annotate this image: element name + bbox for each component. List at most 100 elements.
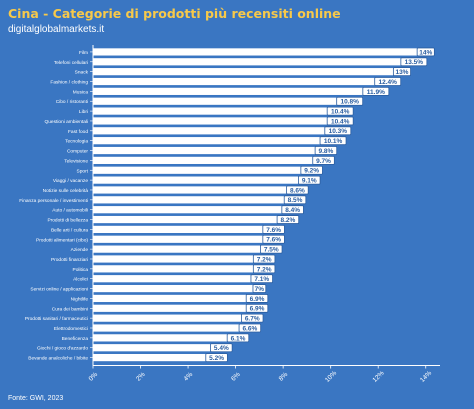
data-label-box (262, 234, 285, 244)
bar-17 (93, 215, 288, 224)
bar-0 (93, 48, 426, 56)
category-label: Fashion / clothing (50, 80, 88, 86)
bar-6 (93, 107, 341, 115)
bar-21 (93, 255, 265, 263)
data-label: 6.9% (250, 306, 265, 313)
x-tick-label: 6% (230, 371, 242, 383)
category-label: Giochi / gioco d'azzardo (37, 346, 88, 352)
category-label: Tecnologia (65, 139, 88, 145)
category-label: Aziende (71, 247, 89, 253)
data-label-box (210, 343, 233, 353)
data-label: 7.2% (257, 266, 272, 273)
source-note: Fonte: GWI, 2023 (8, 395, 64, 402)
bar-31 (93, 353, 217, 362)
data-label: 7.2% (257, 256, 272, 263)
category-label: Politica (73, 267, 89, 273)
bar-18 (93, 225, 274, 234)
x-tick-label: 0% (88, 371, 100, 383)
bar-10 (93, 146, 326, 155)
category-label: Libri (79, 109, 88, 115)
data-label-box (326, 106, 354, 116)
x-tick-label: 4% (183, 371, 195, 383)
bar-30 (93, 344, 222, 352)
bar-13 (93, 176, 310, 184)
data-label-box (252, 254, 276, 264)
bar-2 (93, 68, 402, 76)
data-label-box (252, 284, 267, 293)
category-label: Prodotti sanitari / farmaceutici (25, 316, 88, 322)
data-label-box (324, 126, 352, 136)
bar-3 (93, 77, 388, 86)
data-label-box (226, 333, 250, 343)
category-label: Sport (77, 168, 89, 174)
data-label-box (276, 215, 300, 224)
data-label: 7.5% (264, 247, 279, 254)
x-tick-label: 2% (135, 371, 147, 383)
bar-9 (93, 137, 334, 145)
data-label-box (283, 195, 307, 205)
x-tick-label: 12% (371, 370, 385, 384)
data-label-box (205, 353, 228, 362)
bar-5 (93, 97, 350, 105)
category-label: Beneficenza (62, 336, 89, 342)
data-label: 5.4% (214, 345, 229, 352)
category-label: Nightlife (71, 296, 89, 302)
category-label: Televisione (64, 158, 88, 164)
data-label: 6.9% (250, 296, 265, 303)
chart-title: Cina - Categorie di prodotti più recensi… (8, 6, 341, 21)
bar-22 (93, 265, 265, 273)
category-label: Film (79, 50, 88, 56)
bar-28 (93, 324, 250, 332)
bar-29 (93, 334, 238, 342)
data-label-box (319, 136, 347, 146)
category-label: Bevande analcoliche / bibite (28, 356, 88, 362)
bar-14 (93, 186, 298, 194)
data-label: 6.6% (242, 325, 257, 332)
x-tick-label: 8% (278, 371, 290, 383)
category-label: Cibo / ristoranti (56, 99, 88, 105)
bar-23 (93, 275, 262, 283)
data-label: 9.8% (319, 148, 334, 155)
data-label: 9.7% (316, 158, 331, 165)
x-tick-label: 10% (324, 370, 338, 384)
data-label-box (374, 77, 402, 86)
data-label-box (245, 303, 269, 313)
data-label: 8.2% (280, 217, 295, 224)
bar-12 (93, 166, 312, 174)
x-tick-label: 14% (419, 370, 433, 384)
data-label-box (260, 244, 283, 254)
data-label: 13% (395, 69, 408, 76)
category-label: Belle arti / cultura (51, 227, 88, 233)
category-label: Alcolici (73, 277, 88, 283)
bar-26 (93, 304, 257, 312)
data-label: 8.4% (285, 207, 300, 214)
data-label-box (250, 274, 273, 284)
bar-25 (93, 294, 257, 303)
category-label: Prodotti alimentari (cibo) (36, 237, 88, 243)
data-label-box (300, 165, 323, 175)
bar-11 (93, 156, 324, 164)
chart-subtitle: digitalglobalmarkets.it (8, 24, 105, 35)
data-label-box (281, 205, 304, 215)
data-label: 7.6% (266, 237, 281, 244)
data-label-box (362, 86, 390, 96)
category-label: Snack (75, 70, 89, 76)
bar-4 (93, 87, 376, 95)
data-label-box (312, 155, 335, 165)
data-label-box (314, 146, 338, 155)
data-label: 13.5% (405, 59, 424, 66)
data-label: 9.2% (304, 168, 319, 175)
category-label: Prodotti di bellezza (47, 218, 88, 224)
data-label-box (245, 294, 269, 303)
data-label: 11.9% (367, 89, 385, 96)
data-label-box (262, 225, 285, 234)
category-label: Elettrodomestici (54, 326, 88, 332)
data-label-box (238, 323, 262, 333)
category-label: Telefoni cellulari (54, 60, 88, 66)
data-label: 12.4% (378, 79, 397, 86)
category-label: Computer (67, 149, 88, 155)
data-label: 10.3% (329, 128, 348, 135)
bar-24 (93, 284, 260, 293)
data-label: 6.1% (231, 335, 246, 342)
